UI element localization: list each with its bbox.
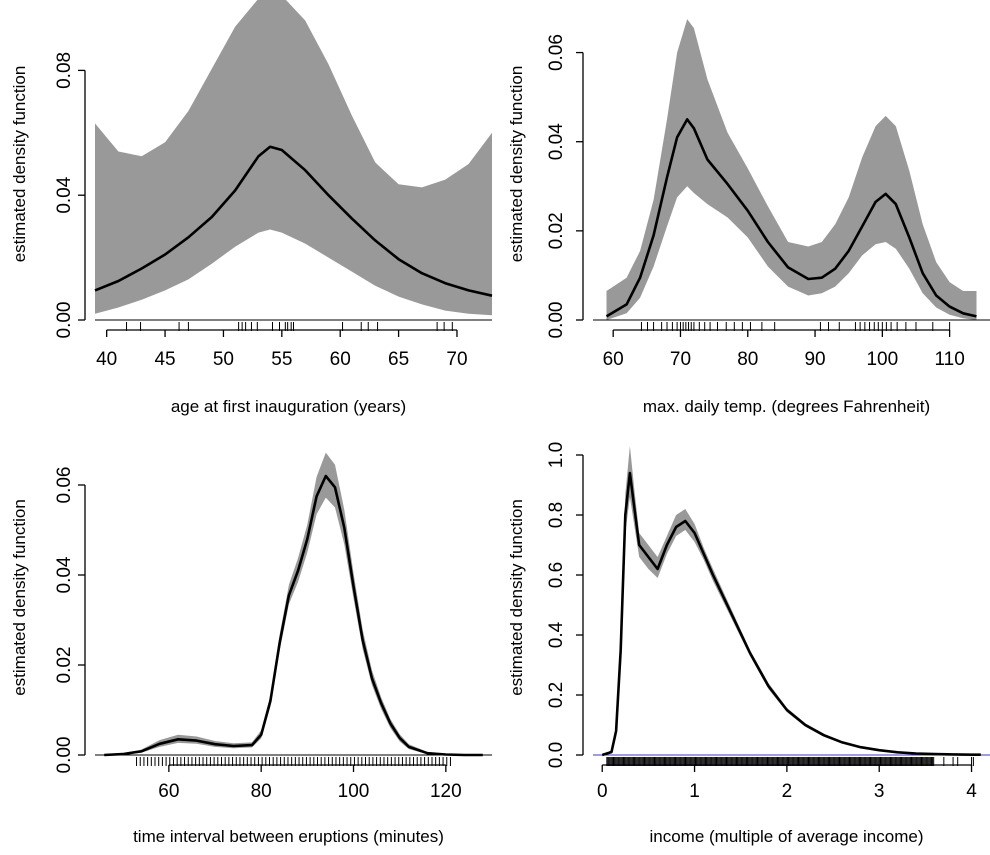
y-tick-label: 0.8 [546,502,567,528]
confidence-band [606,19,977,320]
density-curve [94,145,493,297]
x-tick-label: 100 [866,349,898,370]
y-tick-label: 1.0 [546,442,567,468]
y-axis-title: estimated density function [507,66,526,263]
y-tick-label: 0.02 [54,647,75,684]
y-tick-label: 0.6 [546,562,567,588]
y-tick-label: 0.08 [54,52,75,89]
confidence-band [602,446,981,755]
density-curve [605,118,977,318]
y-tick-label: 0.06 [546,34,567,71]
density-curve [104,474,483,757]
y-axis-title: estimated density function [10,499,29,696]
x-tick-label: 80 [251,781,272,802]
y-tick-label: 0.00 [546,302,567,339]
x-tick-label: 40 [96,349,117,370]
x-tick-label: 2 [782,781,793,802]
x-tick-label: 100 [338,781,370,802]
y-tick-label: 0.04 [54,556,75,593]
x-tick-label: 45 [154,349,175,370]
y-tick-label: 0.06 [54,467,75,504]
x-tick-label: 1 [689,781,700,802]
confidence-band [95,0,492,316]
x-tick-label: 60 [158,781,179,802]
x-tick-label: 55 [271,349,292,370]
x-tick-label: 70 [670,349,691,370]
y-tick-label: 0.02 [546,212,567,249]
confidence-band [104,452,483,755]
y-tick-label: 0.00 [54,737,75,774]
y-axis-title: estimated density function [10,66,29,263]
y-tick-label: 0.0 [546,742,567,768]
x-tick-label: 50 [213,349,234,370]
panel-3: 60 80 100 120 0.00 0.02 0.04 0.06 time interval … [10,452,492,846]
y-tick-label: 0.04 [54,176,75,213]
x-axis-title: time interval between eruptions (minutes… [133,827,444,846]
panel-1: 40 45 50 55 60 65 70 0.00 0.04 0.08 age at first i… [10,0,493,416]
x-tick-label: 60 [603,349,624,370]
y-tick-label: 0.00 [54,302,75,339]
y-tick-label: 0.04 [546,123,567,160]
x-tick-label: 4 [966,781,977,802]
density-curve [601,471,981,757]
x-axis-title: max. daily temp. (degrees Fahrenheit) [643,397,930,416]
y-tick-label: 0.4 [546,621,567,648]
panel-2: 60 70 80 90 100 110 0.00 0.02 0.04 0.06 max. daily… [507,19,990,416]
x-tick-label: 65 [388,349,409,370]
x-tick-label: 120 [430,781,462,802]
y-axis-title: estimated density function [507,499,526,696]
y-tick-label: 0.2 [546,682,567,708]
x-tick-label: 70 [446,349,467,370]
x-axis-title: income (multiple of average income) [649,827,923,846]
x-tick-label: 0 [597,781,608,802]
x-tick-label: 60 [330,349,351,370]
panel-4: 0 1 2 3 4 0.0 0.2 0.4 0.6 0.8 1.0 income (multiple … [507,442,990,846]
x-tick-label: 3 [874,781,885,802]
x-tick-label: 110 [934,349,964,370]
x-tick-label: 80 [737,349,758,370]
x-tick-label: 90 [804,349,825,370]
x-axis-title: age at first inauguration (years) [171,397,406,416]
